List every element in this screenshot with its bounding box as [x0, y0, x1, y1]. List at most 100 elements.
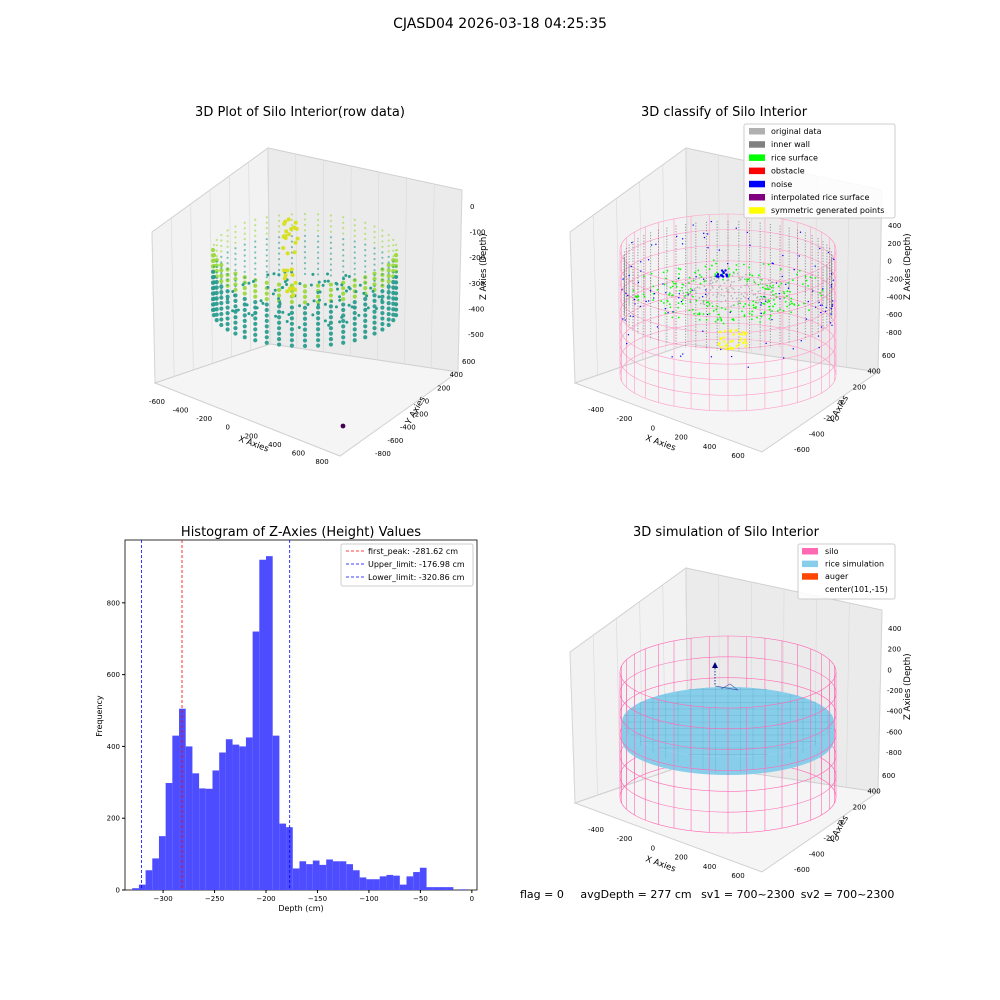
noise-point [678, 278, 679, 279]
raw-data-point [216, 239, 218, 241]
raw-data-point [226, 322, 230, 326]
original-data-point [691, 295, 693, 297]
original-data-point [682, 290, 684, 292]
raw-data-point [220, 250, 222, 252]
legend-label-classify: original data [771, 127, 822, 136]
rice-surface-point [657, 289, 659, 291]
legend-swatch-simulation [802, 573, 818, 580]
legend-label-classify: symmetric generated points [771, 206, 884, 215]
noise-point [736, 227, 737, 228]
original-data-point [768, 280, 770, 282]
rice-surface-point [681, 287, 683, 289]
raw-data-point [272, 272, 275, 275]
rice-surface-point [785, 301, 787, 303]
raw-data-point [266, 238, 268, 240]
raw-data-point [338, 320, 341, 323]
rice-surface-point [665, 277, 667, 279]
noise-point [761, 302, 762, 303]
raw-data-point [234, 285, 236, 287]
z-tick-label-simulation: -800 [886, 749, 902, 757]
raw-data-point [254, 262, 256, 264]
raw-data-point [353, 338, 357, 342]
chart-title-simulation: 3D simulation of Silo Interior [633, 525, 820, 540]
raw-data-point [317, 268, 319, 270]
raw-data-point [254, 246, 256, 248]
raw-data-point [363, 324, 367, 328]
rice-surface-point [756, 317, 758, 319]
raw-data-point [291, 293, 295, 297]
rice-surface-point [789, 291, 791, 293]
rice-surface-point [810, 276, 812, 278]
original-data-point [732, 304, 734, 306]
original-data-point [712, 294, 714, 296]
original-data-point [717, 293, 719, 295]
raw-data-point [244, 249, 246, 251]
raw-data-point [227, 251, 229, 253]
rice-surface-point [807, 285, 809, 287]
rice-surface-point [796, 274, 798, 276]
symmetric-generated-point [744, 340, 747, 343]
raw-data-point [266, 254, 268, 256]
y-tick-label-raw: 200 [437, 384, 450, 392]
rice-surface-point [791, 303, 793, 305]
raw-data-point [354, 251, 356, 253]
raw-data-point [392, 261, 394, 263]
raw-data-point [226, 306, 230, 310]
rice-surface-point [638, 295, 640, 297]
rice-surface-point [633, 290, 635, 292]
raw-data-point [303, 328, 307, 332]
y-tick-label-histogram: 400 [107, 743, 120, 751]
original-data-point [731, 287, 733, 289]
raw-data-point [216, 277, 218, 279]
rice-surface-point [768, 264, 770, 266]
original-data-point [706, 295, 708, 297]
rice-surface-point [769, 309, 771, 311]
legend-simulation: silorice simulationaugercenter(101,-15) [798, 544, 895, 599]
raw-data-point [303, 333, 307, 337]
raw-data-point [278, 242, 280, 244]
rice-surface-point [758, 274, 760, 276]
raw-data-point [277, 273, 280, 276]
raw-data-point [341, 292, 345, 296]
noise-point [665, 308, 666, 309]
rice-surface-point [652, 299, 654, 301]
raw-data-point [342, 265, 344, 267]
rice-surface-point [772, 306, 774, 308]
rice-surface-point [781, 283, 783, 285]
rice-surface-point [678, 317, 680, 319]
raw-data-point [388, 267, 390, 269]
rice-surface-point [783, 310, 785, 312]
rice-surface-point [635, 296, 637, 298]
raw-data-point [254, 240, 256, 242]
raw-data-point [277, 310, 281, 314]
y-tick-label-histogram: 0 [116, 887, 120, 895]
rice-surface-point [643, 275, 645, 277]
histogram-bar [226, 739, 233, 890]
noise-point [667, 312, 668, 313]
raw-data-point [318, 281, 321, 284]
x-tick-label-raw: -600 [149, 398, 165, 406]
raw-data-point [254, 273, 256, 275]
raw-data-point [298, 304, 301, 307]
panel-histogram: Histogram of Z-Axies (Height) Values −30… [0, 500, 500, 930]
original-data-point [736, 298, 738, 300]
raw-data-point [381, 251, 383, 253]
noise-point [657, 326, 658, 327]
legend-label-histogram: first_peak: -281.62 cm [368, 547, 458, 556]
rice-surface-point [790, 300, 792, 302]
rice-surface-point [752, 300, 754, 302]
raw-data-point [233, 299, 237, 303]
z-tick-label-simulation: -600 [886, 728, 902, 736]
raw-data-point [278, 225, 280, 227]
rice-surface-point [777, 310, 779, 312]
raw-data-point [233, 304, 237, 308]
raw-data-point [329, 304, 333, 308]
raw-data-point [290, 322, 294, 326]
raw-data-point [234, 274, 236, 276]
rice-surface-point [775, 293, 777, 295]
raw-data-point [317, 235, 319, 237]
rice-surface-point [771, 287, 773, 289]
noise-point [707, 247, 708, 248]
original-data-point [748, 286, 750, 288]
raw-data-point [387, 317, 391, 321]
